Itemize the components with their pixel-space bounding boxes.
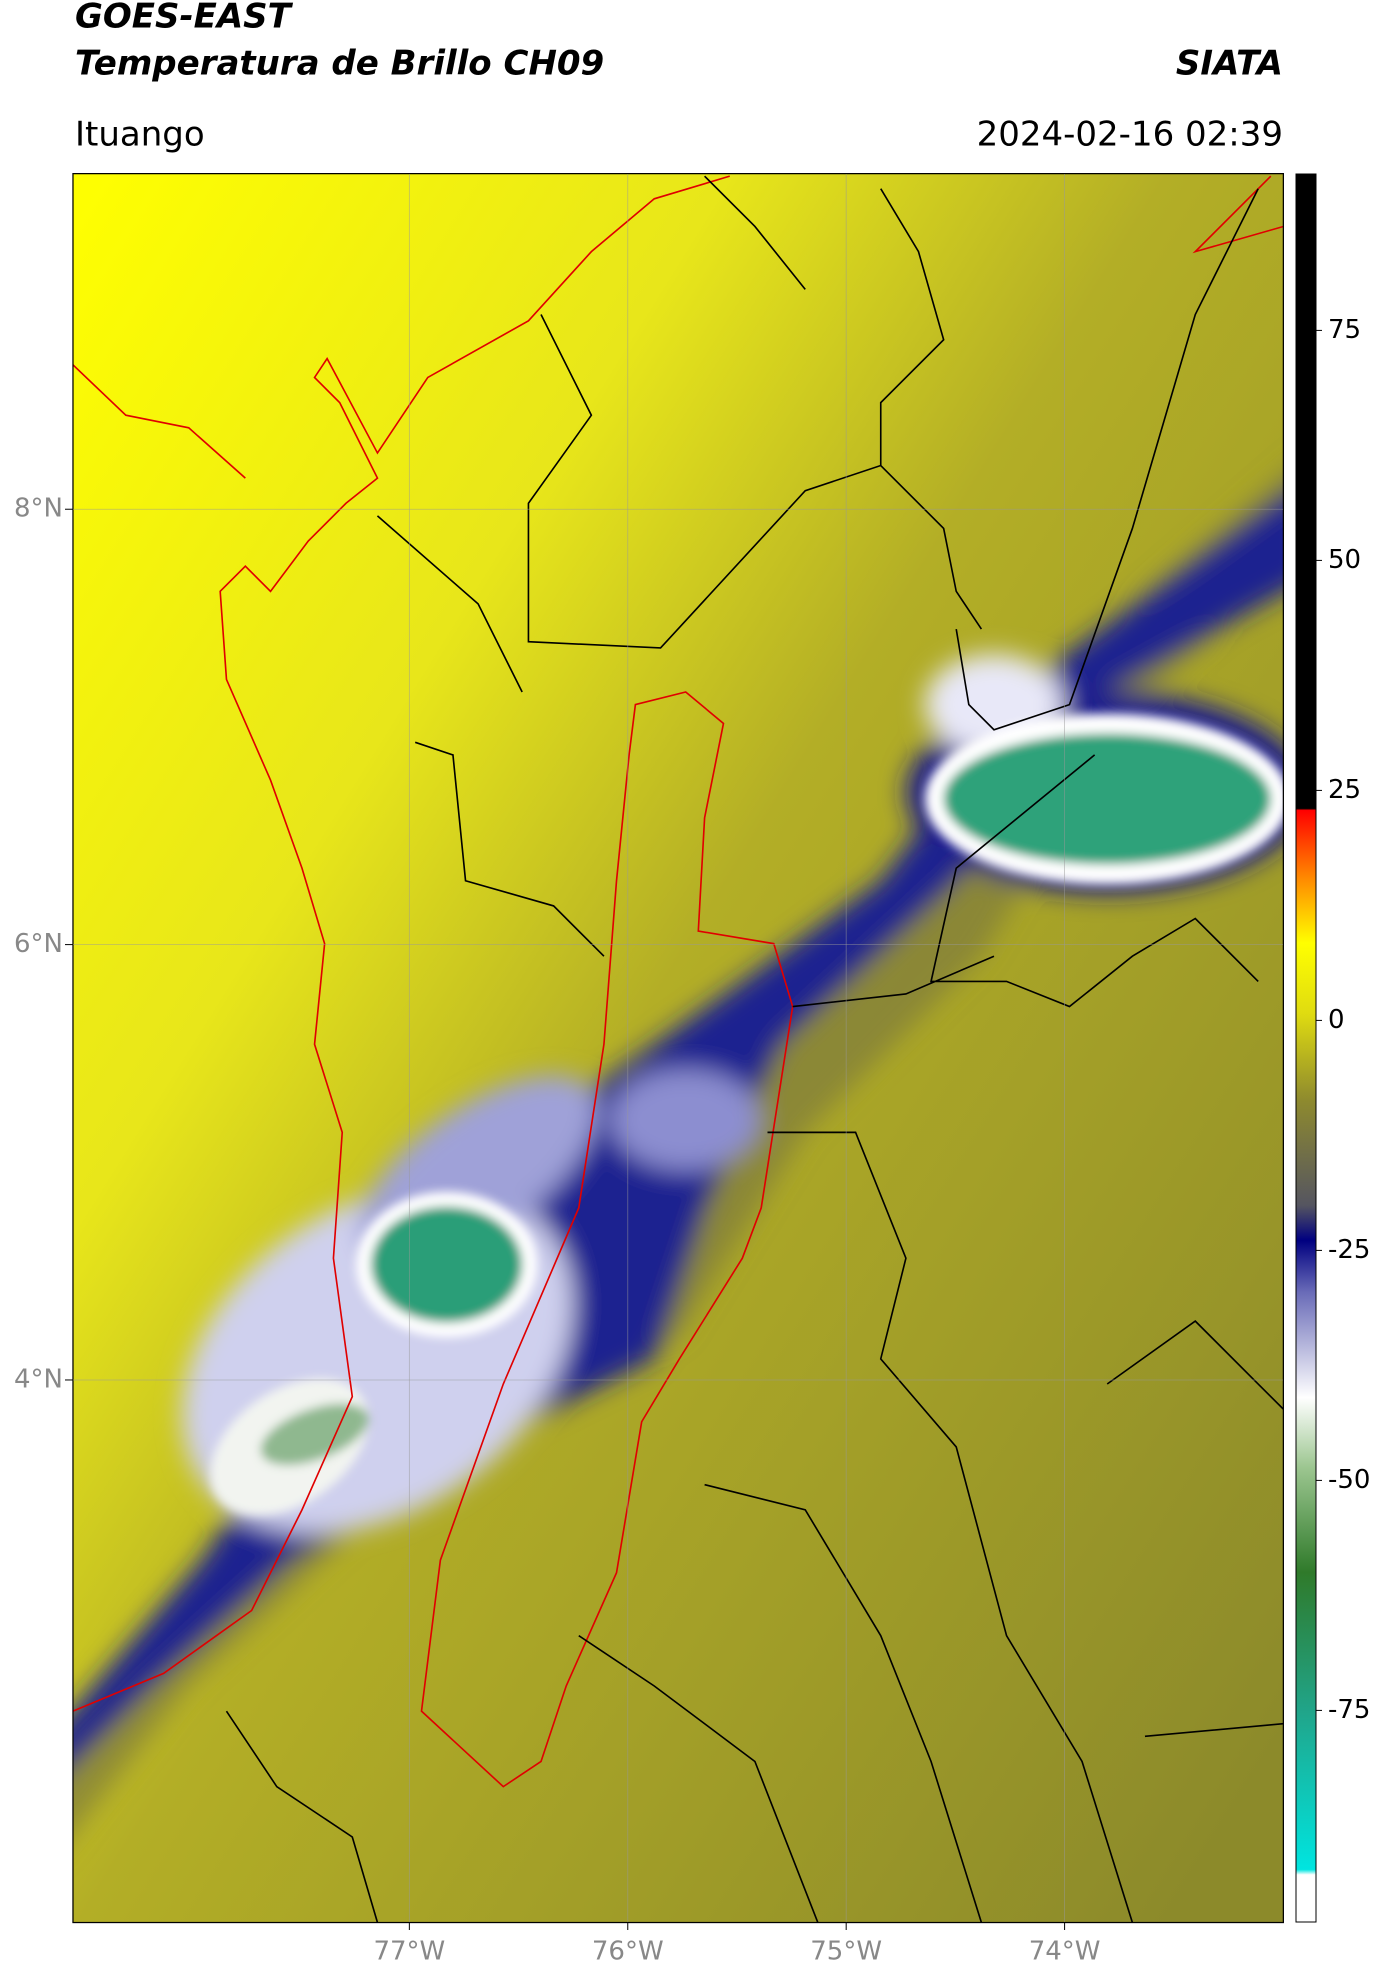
colorbar-label: 75 (1328, 315, 1361, 345)
colorbar-label: -50 (1328, 1465, 1370, 1495)
agency: SIATA (1176, 44, 1283, 84)
colorbar-label: 25 (1328, 775, 1361, 805)
datetime: 2024-02-16 02:39 (977, 115, 1283, 155)
colorbar-label: -75 (1328, 1695, 1370, 1725)
colorbar-label: 50 (1328, 545, 1361, 575)
x-tick-label: 76°W (592, 1937, 664, 1967)
x-tick-label: 77°W (373, 1937, 445, 1967)
title: GOES-EAST (75, 0, 294, 37)
y-tick-label: 8°N (14, 494, 63, 524)
x-tick-label: 75°W (810, 1937, 882, 1967)
y-tick-label: 6°N (14, 929, 63, 959)
satellite-image (72, 173, 1284, 1924)
colorbar (1295, 173, 1317, 1923)
colorbar-label: 0 (1328, 1005, 1345, 1035)
x-tick-label: 74°W (1029, 1937, 1101, 1967)
colorbar-label: -25 (1328, 1235, 1370, 1265)
location: Ituango (75, 115, 205, 155)
y-tick-label: 4°N (14, 1364, 63, 1394)
subtitle: Temperatura de Brillo CH09 (75, 44, 604, 84)
